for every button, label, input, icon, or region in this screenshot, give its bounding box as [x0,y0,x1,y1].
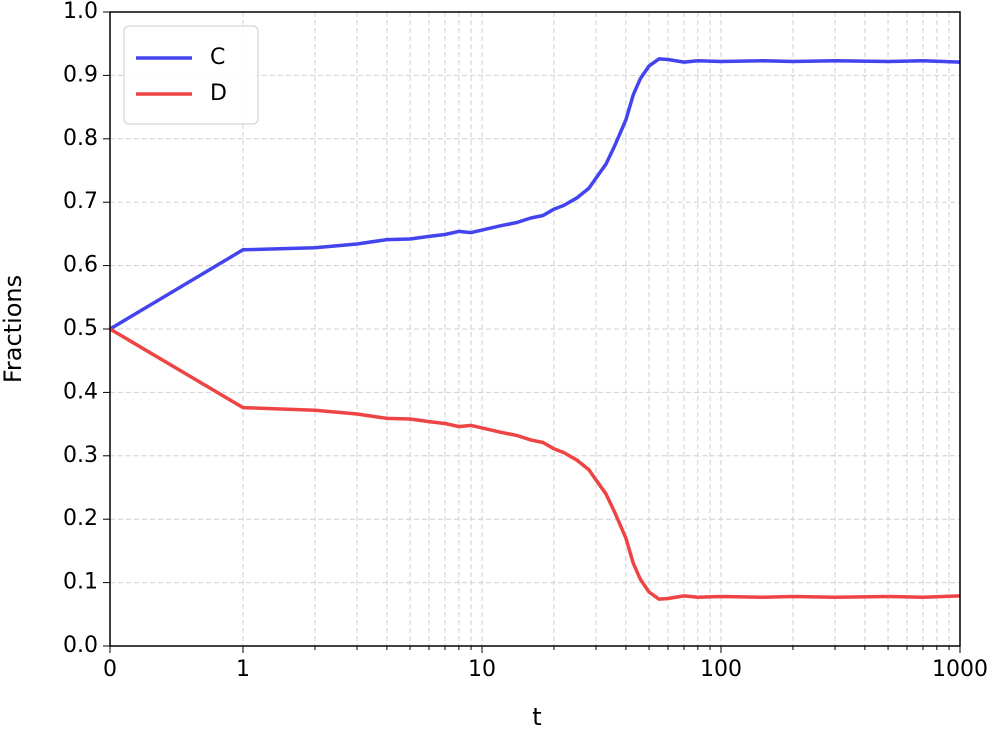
x-tick-label: 1 [236,657,250,682]
series-line [109,57,961,331]
x-tick-label: 1000 [932,657,988,682]
y-tick-label: 0.6 [63,253,98,278]
y-tick-label: 1.0 [63,0,98,24]
y-tick-label: 0.1 [63,570,98,595]
y-tick-label: 0.4 [63,379,98,404]
y-tick-label: 0.3 [63,443,98,468]
plot-frame [109,11,961,647]
x-axis-label: t [532,703,541,731]
y-tick-label: 0.5 [63,316,98,341]
legend-box [123,25,259,125]
y-axis-label: Fractions [0,275,27,383]
y-tick-label: 0.9 [63,62,98,87]
x-tick-label: 0 [103,657,117,682]
y-tick-label: 0.7 [63,189,98,214]
y-tick-label: 0.2 [63,506,98,531]
series-line [109,327,961,601]
legend-label: C [210,45,225,70]
y-tick-label: 0.8 [63,126,98,151]
x-tick-label: 10 [468,657,496,682]
x-tick-label: 100 [700,657,742,682]
legend-label: D [210,81,227,106]
legend: CD [123,25,259,125]
y-tick-label: 0.0 [63,633,98,658]
